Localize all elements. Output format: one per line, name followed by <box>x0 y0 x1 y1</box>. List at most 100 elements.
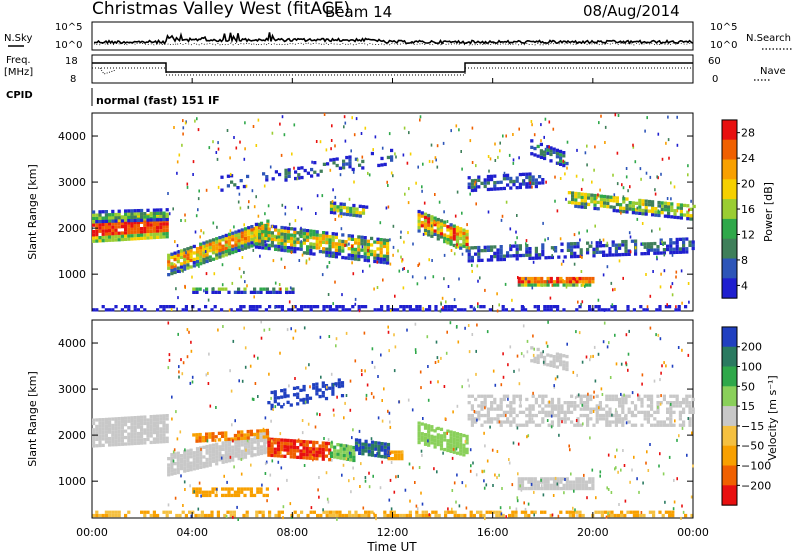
power-cell <box>689 217 693 221</box>
power-cell <box>331 238 335 242</box>
power-cell <box>490 187 494 191</box>
velocity-cell <box>557 397 561 402</box>
velocity-cell <box>480 407 484 411</box>
velocity-cell <box>146 431 150 435</box>
scatter-cell <box>519 401 522 405</box>
velocity-cell <box>124 416 128 420</box>
scatter-cell <box>612 173 614 177</box>
power-cell <box>474 178 478 183</box>
velocity-cell <box>143 431 147 435</box>
velocity-cell <box>650 423 654 427</box>
power-cell <box>363 236 367 240</box>
velocity-cell <box>189 464 193 468</box>
power-cell <box>667 214 671 219</box>
velocity-cell <box>339 450 343 454</box>
velocity-cell <box>393 450 398 454</box>
velocity-cell <box>342 444 346 448</box>
freq-series <box>92 62 693 73</box>
power-cell <box>133 305 137 309</box>
scatter-cell <box>355 117 358 121</box>
power-cell <box>662 251 666 255</box>
power-cell <box>675 241 679 245</box>
velocity-cell <box>249 493 253 498</box>
power-cell <box>627 252 631 256</box>
velocity-cell <box>218 445 222 449</box>
velocity-cell <box>165 513 169 518</box>
scatter-cell <box>676 115 678 119</box>
velocity-cell <box>408 510 412 514</box>
velocity-cell <box>162 510 166 514</box>
power-cell <box>598 244 602 248</box>
power-cell <box>302 238 306 242</box>
scatter-cell <box>254 231 256 235</box>
power-cell <box>669 247 673 251</box>
scatter-cell <box>456 325 458 328</box>
scatter-cell <box>494 159 497 162</box>
scatter-cell <box>416 282 419 286</box>
velocity-cell <box>345 444 350 448</box>
power-cell <box>540 280 544 284</box>
velocity-cell <box>136 425 140 429</box>
power-cell <box>92 233 96 237</box>
scatter-cell <box>543 135 545 139</box>
power-cell <box>159 211 163 215</box>
velocity-cell <box>143 428 147 432</box>
power-cell <box>267 227 271 231</box>
velocity-cell <box>626 510 630 514</box>
scatter-cell <box>217 147 220 151</box>
velocity-cell <box>152 513 156 518</box>
velocity-cell <box>224 431 228 435</box>
velocity-cell <box>650 394 654 398</box>
velocity-cell <box>436 439 440 443</box>
power-data <box>92 113 696 313</box>
scatter-cell <box>257 214 260 218</box>
scatter-cell <box>554 476 557 480</box>
power-cell <box>230 180 234 184</box>
power-cell <box>342 202 346 206</box>
velocity-cell <box>227 493 231 498</box>
power-cell <box>663 204 667 209</box>
power-cell <box>518 247 522 251</box>
power-cell <box>296 308 300 312</box>
power-cell <box>334 255 338 259</box>
velocity-cell <box>270 403 274 407</box>
velocity-cell <box>98 443 102 448</box>
power-cell <box>638 208 642 212</box>
velocity-cell <box>586 420 590 424</box>
power-cell <box>195 250 200 254</box>
velocity-cell <box>201 439 205 443</box>
velocity-cell <box>465 447 469 451</box>
scatter-cell <box>327 438 330 442</box>
velocity-cell <box>140 428 144 432</box>
velocity-cell <box>309 510 313 514</box>
velocity-cell <box>565 477 569 481</box>
power-cell <box>293 305 297 309</box>
velocity-cell <box>449 430 453 434</box>
velocity-cell <box>302 388 306 392</box>
power-cell <box>634 249 638 253</box>
scatter-cell <box>659 402 662 406</box>
power-cell <box>357 257 361 262</box>
velocity-cell <box>479 513 483 518</box>
velocity-cell <box>276 396 281 400</box>
power-cell <box>179 268 184 272</box>
power-cell <box>634 252 638 256</box>
power-cell <box>597 305 601 309</box>
power-cell <box>179 255 184 259</box>
velocity-cell <box>205 435 209 439</box>
power-cell <box>293 227 297 231</box>
power-cell <box>312 305 316 309</box>
power-cell <box>309 245 313 249</box>
power-cell <box>195 256 200 260</box>
scatter-cell <box>467 378 469 382</box>
velocity-cell <box>563 417 567 421</box>
scatter-cell <box>182 132 184 136</box>
power-cell <box>647 199 651 204</box>
velocity-cell <box>114 436 118 440</box>
scatter-cell <box>364 369 366 373</box>
scatter-cell <box>556 375 559 379</box>
power-cell <box>686 210 690 214</box>
scatter-cell <box>452 447 455 451</box>
scatter-cell <box>232 339 235 343</box>
power-cell <box>417 219 421 223</box>
